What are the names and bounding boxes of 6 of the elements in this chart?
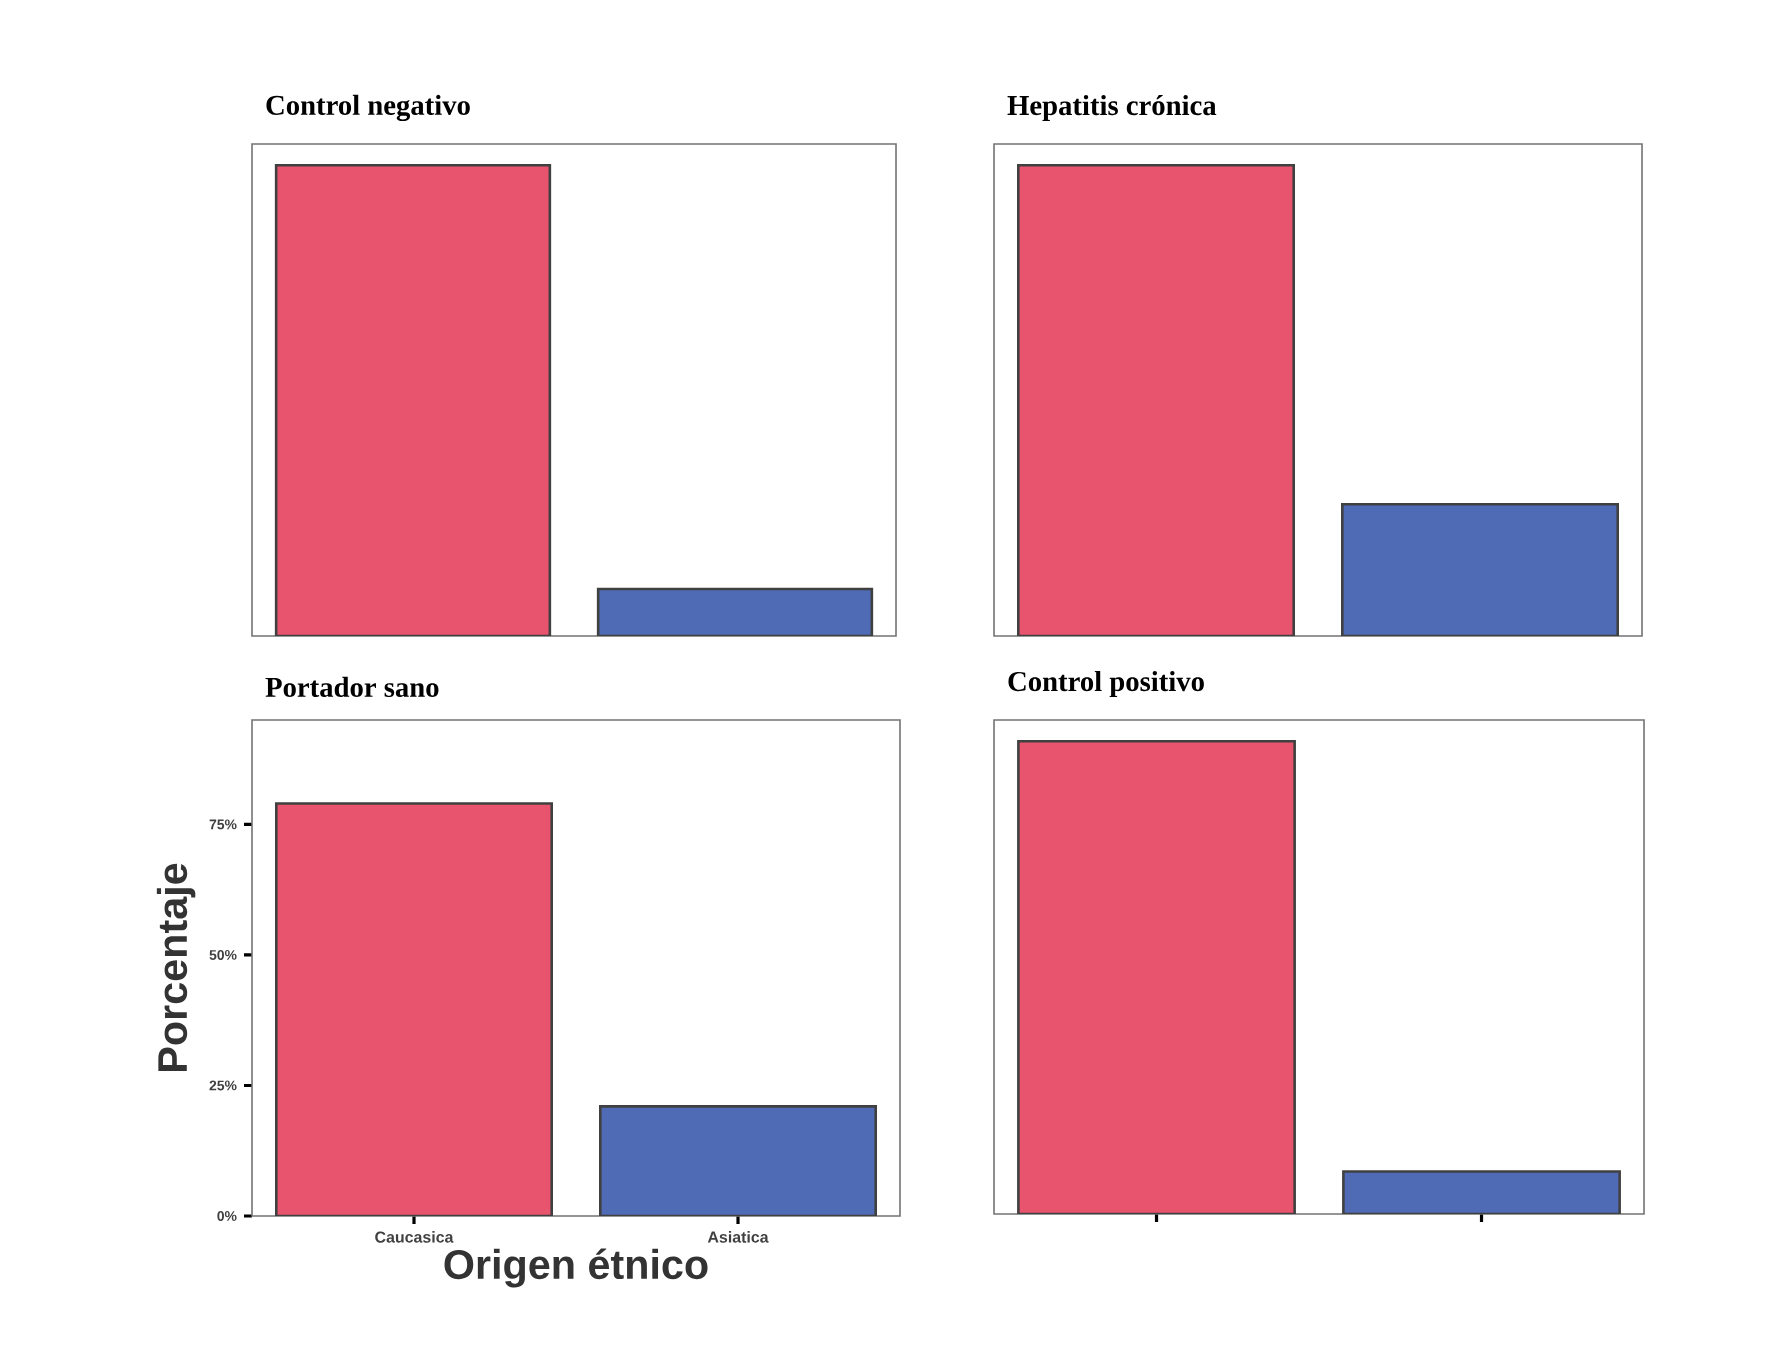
chart-title: Portador sano <box>265 676 439 698</box>
chart-title: Control negativo <box>266 94 470 122</box>
chart-title: Hepatitis crónica <box>1007 94 1217 121</box>
x-axis-title: Origen étnico <box>444 1248 708 1288</box>
y-axis-title: Porcentaje <box>156 863 196 1071</box>
chart-title: Control positivo <box>1008 671 1204 697</box>
